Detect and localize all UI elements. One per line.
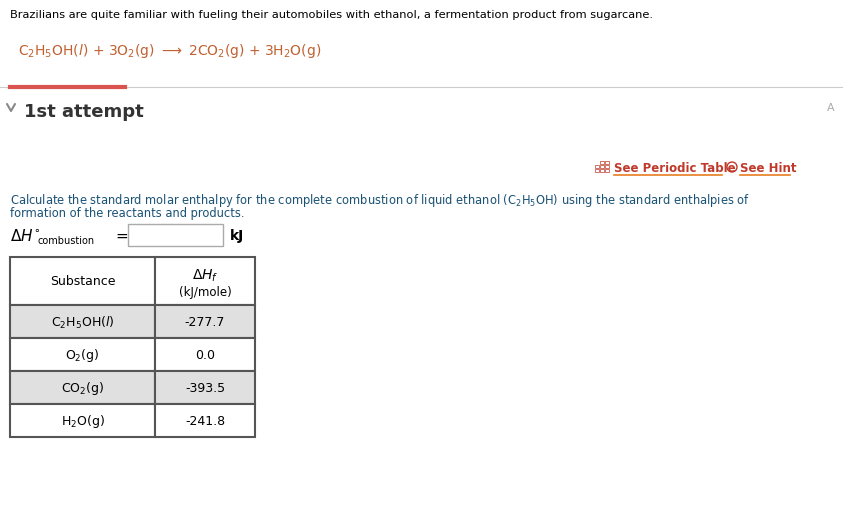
Text: $\Delta H_f$: $\Delta H_f$ [191, 267, 218, 284]
Bar [10, 371, 155, 404]
Bar [600, 169, 604, 173]
Bar [605, 169, 609, 173]
Text: A: A [827, 103, 835, 113]
Text: O$_2$(g): O$_2$(g) [65, 346, 99, 363]
Text: 1st attempt: 1st attempt [24, 103, 144, 121]
Text: formation of the reactants and products.: formation of the reactants and products. [10, 207, 244, 219]
Bar [595, 165, 599, 168]
Text: Calculate the standard molar enthalpy for the complete combustion of liquid etha: Calculate the standard molar enthalpy fo… [10, 191, 750, 209]
Bar [155, 371, 255, 404]
Text: =: = [115, 229, 128, 243]
Bar [155, 404, 255, 437]
Bar [10, 258, 155, 305]
Text: Brazilians are quite familiar with fueling their automobiles with ethanol, a fer: Brazilians are quite familiar with fueli… [10, 10, 653, 20]
Text: -241.8: -241.8 [185, 414, 225, 427]
Text: -393.5: -393.5 [185, 381, 225, 394]
Text: -277.7: -277.7 [185, 316, 225, 328]
Bar [605, 165, 609, 168]
Bar [155, 338, 255, 371]
Text: kJ: kJ [230, 229, 244, 242]
Text: Substance: Substance [50, 275, 115, 288]
Text: 0.0: 0.0 [195, 348, 215, 361]
Bar [605, 162, 609, 165]
Bar [155, 258, 255, 305]
Bar [155, 305, 255, 338]
Text: C$_2$H$_5$OH($\mathit{l}$): C$_2$H$_5$OH($\mathit{l}$) [51, 314, 115, 330]
Bar [10, 338, 155, 371]
Text: $\Delta H^{\circ}$: $\Delta H^{\circ}$ [10, 228, 40, 243]
Text: combustion: combustion [38, 236, 95, 245]
Text: H$_2$O(g): H$_2$O(g) [61, 412, 105, 429]
Bar [595, 169, 599, 173]
Text: C$_2$H$_5$OH($\mathit{l}$) + 3O$_2$(g) $\longrightarrow$ 2CO$_2$(g) + 3H$_2$O(g): C$_2$H$_5$OH($\mathit{l}$) + 3O$_2$(g) $… [18, 42, 321, 60]
Text: CO$_2$(g): CO$_2$(g) [61, 379, 105, 396]
Bar [600, 162, 604, 165]
Bar [10, 404, 155, 437]
Bar [10, 305, 155, 338]
Text: See Hint: See Hint [740, 162, 797, 175]
Text: See Periodic Table: See Periodic Table [614, 162, 736, 175]
Bar [128, 224, 223, 246]
Bar [600, 165, 604, 168]
Text: (kJ/mole): (kJ/mole) [179, 286, 231, 298]
